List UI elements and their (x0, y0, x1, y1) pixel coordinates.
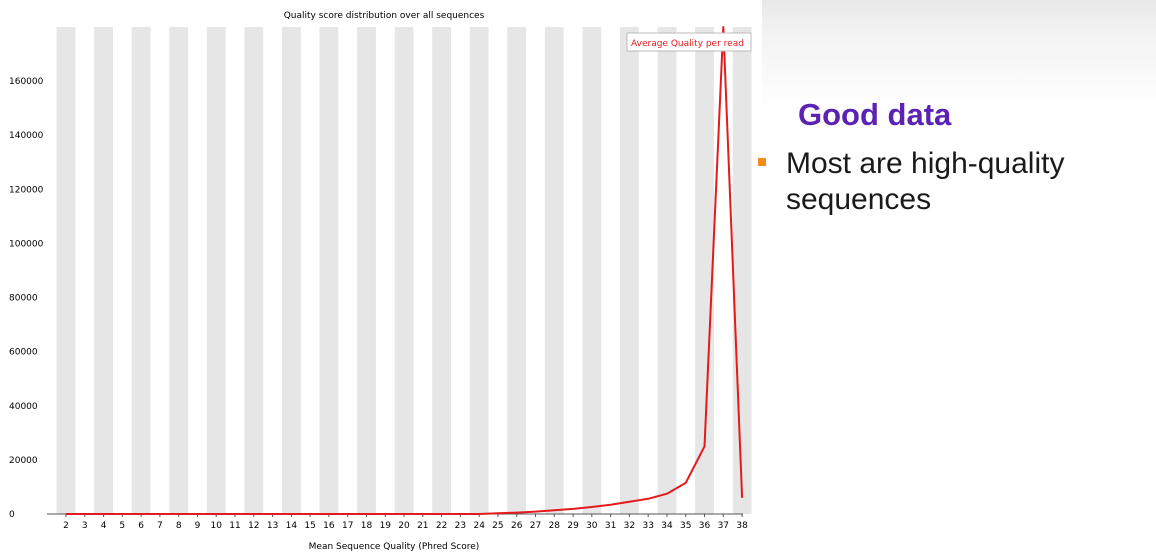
x-tick-label: 8 (176, 521, 182, 531)
chart-band (469, 27, 489, 514)
x-tick-label: 33 (642, 521, 653, 531)
x-axis-label: Mean Sequence Quality (Phred Score) (309, 542, 480, 552)
slide-heading: Good data (798, 97, 952, 132)
chart-series (66, 26, 744, 515)
x-tick-label: 14 (286, 521, 298, 531)
x-tick-label: 10 (210, 521, 222, 531)
chart-band (319, 27, 339, 514)
x-tick-label: 35 (680, 521, 691, 531)
x-tick-label: 23 (455, 521, 466, 531)
y-tick-label: 120000 (9, 185, 44, 195)
x-tick-label: 24 (473, 521, 485, 531)
chart-band (507, 27, 527, 514)
bullet-square-icon (758, 158, 766, 166)
chart-band (244, 27, 264, 514)
bullet-text: Most are high-quality sequences (786, 147, 1065, 216)
chart-band (657, 27, 677, 514)
x-tick-label: 30 (586, 521, 598, 531)
chart-band (432, 27, 451, 514)
x-tick-label: 37 (718, 521, 729, 531)
x-tick-label: 17 (342, 521, 353, 531)
x-tick-label: 36 (699, 521, 711, 531)
x-tick-label: 6 (138, 521, 144, 531)
series-line-average-quality (66, 26, 744, 515)
x-tick-label: 18 (361, 521, 373, 531)
y-tick-label: 100000 (9, 239, 44, 249)
x-tick-label: 7 (157, 521, 163, 531)
x-tick-label: 22 (436, 521, 447, 531)
quality-chart: Quality score distribution over all sequ… (9, 11, 752, 552)
x-tick-label: 9 (195, 521, 201, 531)
y-tick-label: 80000 (9, 294, 38, 304)
x-tick-label: 15 (304, 521, 315, 531)
chart-title: Quality score distribution over all sequ… (284, 11, 485, 21)
x-tick-label: 11 (229, 521, 240, 531)
legend-entry-average-quality: Average Quality per read (631, 39, 744, 49)
x-tick-label: 12 (248, 521, 259, 531)
y-tick-label: 140000 (9, 131, 44, 141)
x-tick-label: 26 (511, 521, 523, 531)
x-tick-label: 19 (380, 521, 392, 531)
chart-legend: Average Quality per read (626, 32, 752, 52)
slide-background-panel (762, 0, 1156, 555)
x-tick-label: 5 (119, 521, 125, 531)
chart-band (695, 27, 714, 514)
chart-band (544, 27, 564, 514)
x-tick-label: 21 (417, 521, 428, 531)
x-tick-label: 2 (63, 521, 69, 531)
x-axis: 2 3 4 5 6 7 8 9 10 11 12 13 14 15 16 17 18 19 20 21 22 23 24 25… (63, 514, 748, 531)
chart-band (56, 27, 76, 514)
x-tick-label: 32 (624, 521, 635, 531)
x-tick-label: 13 (267, 521, 278, 531)
chart-band (282, 27, 301, 514)
y-tick-label: 0 (9, 510, 15, 520)
chart-band (206, 27, 226, 514)
y-tick-label: 40000 (9, 402, 38, 412)
chart-band (620, 27, 639, 514)
x-tick-label: 38 (736, 521, 748, 531)
x-tick-label: 25 (492, 521, 503, 531)
x-tick-label: 28 (549, 521, 561, 531)
x-tick-label: 34 (661, 521, 673, 531)
x-tick-label: 20 (398, 521, 410, 531)
x-tick-label: 27 (530, 521, 541, 531)
y-axis: 0 20000 40000 60000 80000 100000 120000 140000 1… (9, 77, 44, 520)
chart-band (169, 27, 189, 514)
y-tick-label: 20000 (9, 456, 38, 466)
y-tick-label: 60000 (9, 348, 38, 358)
legend-box (626, 32, 752, 52)
chart-band (732, 27, 752, 514)
x-tick-label: 31 (605, 521, 616, 531)
x-tick-label: 3 (82, 521, 88, 531)
chart-band (394, 27, 414, 514)
chart-band (357, 27, 376, 514)
y-tick-label: 160000 (9, 77, 44, 87)
x-tick-label: 4 (101, 521, 107, 531)
x-tick-label: 16 (323, 521, 335, 531)
x-tick-label: 29 (567, 521, 579, 531)
chart-band (94, 27, 113, 514)
chart-bands (56, 27, 752, 514)
chart-band (131, 27, 151, 514)
chart-band (582, 27, 602, 514)
